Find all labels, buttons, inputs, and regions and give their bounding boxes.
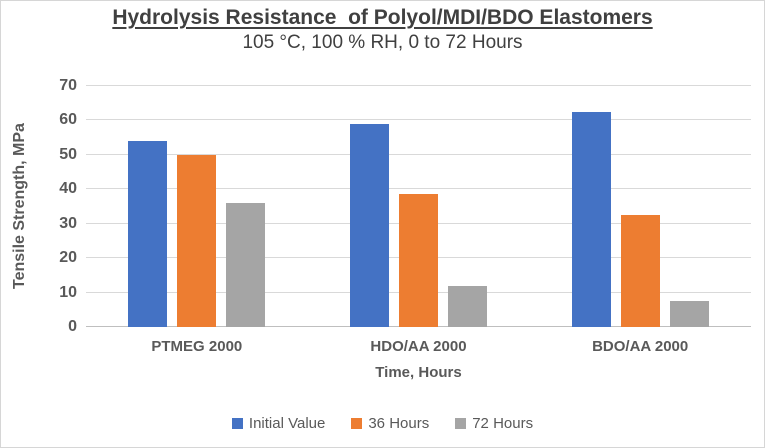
bar: [669, 301, 709, 327]
bar: [398, 194, 438, 327]
y-tick-label-60: 60: [59, 111, 77, 129]
y-tick-label-0: 0: [68, 318, 77, 335]
bar-group-1: [86, 86, 308, 327]
gridline-60: [86, 119, 751, 121]
x-category-label: PTMEG 2000: [151, 338, 243, 355]
plot-area: [86, 85, 751, 327]
y-tick-label-10: 10: [59, 283, 77, 301]
y-tick-label-40: 40: [59, 180, 77, 198]
y-tick-label-20: 20: [59, 249, 77, 267]
legend-swatch-icon: [351, 418, 363, 429]
legend-label: Initial Value: [248, 415, 326, 432]
gridline-40: [86, 188, 751, 190]
y-tick-label-50: 50: [59, 145, 77, 163]
x-category-label: HDO/AA 2000: [370, 338, 467, 355]
bar-group-3: [529, 86, 751, 327]
gridline-70: [86, 85, 751, 86]
x-category-label: BDO/AA 2000: [592, 338, 689, 355]
bar: [177, 154, 217, 327]
y-tick-label-30: 30: [59, 214, 77, 232]
bar-group-2: [308, 86, 530, 327]
bar: [447, 285, 487, 327]
bar: [571, 111, 611, 327]
gridline-50: [86, 153, 751, 155]
bar: [620, 215, 660, 327]
bar: [226, 203, 266, 327]
bar: [128, 141, 168, 327]
legend-item: 36 Hours: [351, 415, 429, 432]
legend-label: 72 Hours: [472, 415, 534, 432]
y-axis-title: Tensile Strength, MPa: [11, 123, 28, 290]
legend-item: 72 Hours: [455, 415, 533, 432]
legend-swatch-icon: [231, 418, 243, 429]
bar: [349, 123, 389, 327]
legend: Initial Value 36 Hours 72 Hours: [1, 415, 764, 432]
y-tick-label-70: 70: [59, 77, 77, 94]
legend-item: Initial Value: [231, 415, 326, 432]
x-axis-title: Time, Hours: [375, 364, 462, 381]
chart-subtitle: 105 °C, 100 % RH, 0 to 72 Hours: [242, 32, 523, 53]
legend-swatch-icon: [455, 418, 467, 429]
legend-label: 36 Hours: [368, 415, 430, 432]
chart-title: Hydrolysis Resistance of Polyol/MDI/BDO …: [112, 6, 653, 29]
